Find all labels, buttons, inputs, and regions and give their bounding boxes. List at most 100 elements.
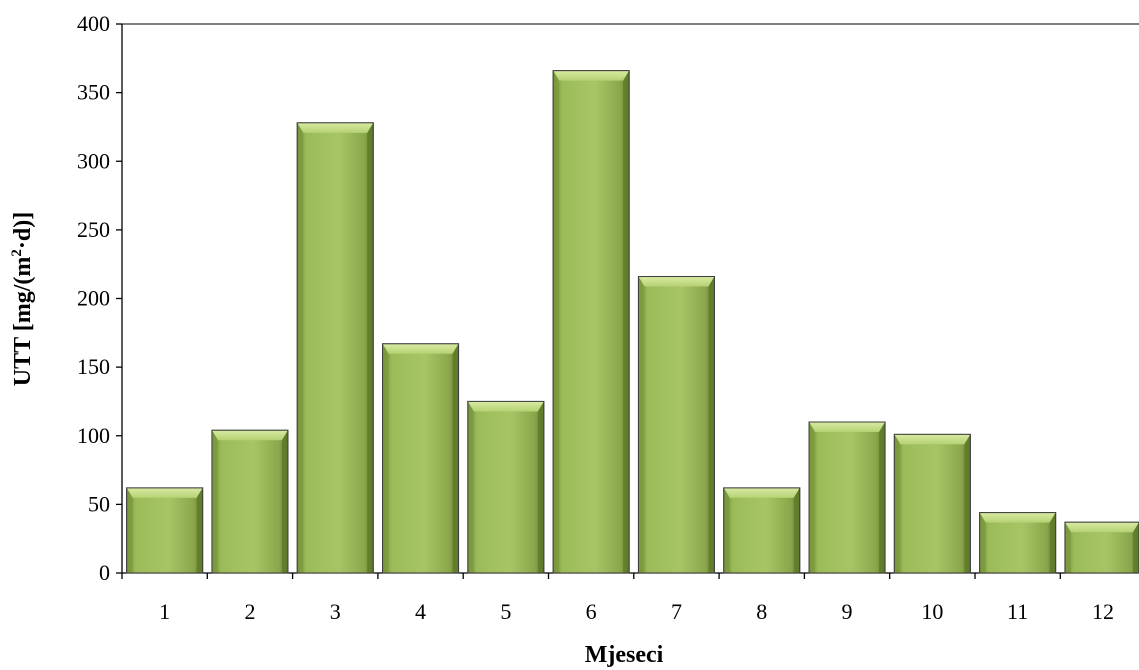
bar-outline bbox=[552, 70, 630, 574]
bar-right-bevel bbox=[367, 122, 374, 573]
bar-left-bevel bbox=[297, 122, 304, 573]
bar-body bbox=[637, 276, 715, 574]
bar bbox=[126, 487, 204, 574]
y-tick-label: 300 bbox=[77, 148, 110, 173]
bar-cap bbox=[979, 512, 1056, 523]
bar-outline bbox=[893, 433, 971, 574]
x-axis-title: Mjeseci bbox=[585, 642, 664, 668]
x-tick-label: 5 bbox=[500, 599, 511, 624]
x-tick-label: 7 bbox=[671, 599, 682, 624]
bar-left-bevel bbox=[553, 70, 560, 573]
x-tick-label: 4 bbox=[415, 599, 426, 624]
bar-left-bevel bbox=[211, 430, 218, 573]
bar-outline bbox=[126, 487, 204, 574]
bar-outline bbox=[211, 429, 289, 574]
bar-cap bbox=[467, 401, 544, 412]
bar-right-bevel bbox=[1133, 522, 1139, 573]
bar-outline bbox=[808, 421, 886, 574]
y-axis-title-suffix: ·d)] bbox=[10, 212, 36, 249]
bar bbox=[808, 421, 886, 574]
bar bbox=[1064, 521, 1139, 574]
y-tick-label: 200 bbox=[77, 286, 110, 311]
bars bbox=[126, 70, 1139, 574]
bar-body bbox=[893, 433, 971, 574]
bar-cap bbox=[211, 430, 288, 441]
x-tick-label: 6 bbox=[586, 599, 597, 624]
bar-outline bbox=[979, 512, 1057, 574]
bar bbox=[893, 433, 971, 574]
bar bbox=[723, 487, 801, 574]
bar-cap bbox=[638, 276, 715, 287]
bar-cap bbox=[126, 487, 203, 498]
y-tick-label: 100 bbox=[77, 423, 110, 448]
bar-outline bbox=[637, 276, 715, 574]
bar-body bbox=[296, 122, 374, 574]
bar-body bbox=[723, 487, 801, 574]
bar-left-bevel bbox=[979, 512, 986, 573]
bar-body bbox=[382, 343, 460, 574]
bar-cap bbox=[382, 343, 459, 354]
y-tick-label: 0 bbox=[99, 560, 110, 585]
x-axis: 1 2 3 4 5 6 7 8 9 10 11 12 bbox=[121, 572, 1139, 624]
y-tick-label: 250 bbox=[77, 217, 110, 242]
bar-outline bbox=[723, 487, 801, 574]
bar-right-bevel bbox=[1049, 512, 1056, 573]
bar-right-bevel bbox=[196, 487, 203, 573]
y-axis: 0 50 100 150 200 250 300 350 400 bbox=[77, 11, 1139, 585]
y-tick-label: 350 bbox=[77, 80, 110, 105]
y-tick-label: 400 bbox=[77, 11, 110, 36]
y-tick-label: 150 bbox=[77, 354, 110, 379]
bar-right-bevel bbox=[537, 401, 544, 573]
bar-left-bevel bbox=[723, 487, 730, 573]
x-tick-label: 11 bbox=[1007, 599, 1028, 624]
bar-left-bevel bbox=[467, 401, 474, 573]
bar-right-bevel bbox=[879, 422, 886, 573]
bar-right-bevel bbox=[708, 276, 715, 573]
bar-body bbox=[552, 70, 630, 574]
x-tick-label: 12 bbox=[1092, 599, 1114, 624]
bar-body bbox=[211, 429, 289, 574]
y-axis-title-superscript: 2 bbox=[9, 249, 25, 257]
bar-right-bevel bbox=[281, 430, 288, 573]
bar-left-bevel bbox=[638, 276, 645, 573]
bar-left-bevel bbox=[809, 422, 816, 573]
y-axis-title-prefix: UTT [mg/(m bbox=[10, 257, 36, 387]
bar bbox=[211, 429, 289, 574]
bar bbox=[979, 512, 1057, 574]
x-tick-label: 8 bbox=[756, 599, 767, 624]
bar bbox=[552, 70, 630, 574]
y-tick-label: 50 bbox=[88, 491, 110, 516]
bar-cap bbox=[1064, 522, 1139, 533]
y-axis-title: UTT [mg/(m2·d)] bbox=[9, 212, 36, 386]
bar bbox=[296, 122, 374, 574]
bar-left-bevel bbox=[382, 343, 389, 573]
bar-cap bbox=[553, 70, 630, 81]
bar-right-bevel bbox=[964, 434, 971, 573]
bar-body bbox=[808, 421, 886, 574]
bar-cap bbox=[809, 422, 886, 433]
bar-cap bbox=[723, 487, 800, 498]
bar-outline bbox=[382, 343, 460, 574]
bar-body bbox=[467, 400, 545, 574]
bar-outline bbox=[467, 400, 545, 574]
bar bbox=[382, 343, 460, 574]
x-tick-label: 10 bbox=[921, 599, 943, 624]
bar-right-bevel bbox=[793, 487, 800, 573]
x-tick-label: 2 bbox=[244, 599, 255, 624]
x-tick-label: 1 bbox=[159, 599, 170, 624]
x-tick-label: 3 bbox=[330, 599, 341, 624]
bar-left-bevel bbox=[894, 434, 901, 573]
bar-cap bbox=[297, 122, 374, 133]
bar-outline bbox=[296, 122, 374, 574]
bar-right-bevel bbox=[452, 343, 459, 573]
bar bbox=[467, 400, 545, 574]
bar bbox=[637, 276, 715, 574]
bar-cap bbox=[894, 434, 971, 445]
bar-left-bevel bbox=[1064, 522, 1071, 573]
bar-left-bevel bbox=[126, 487, 133, 573]
bar-right-bevel bbox=[623, 70, 630, 573]
x-tick-label: 9 bbox=[842, 599, 853, 624]
bar-body bbox=[126, 487, 204, 574]
